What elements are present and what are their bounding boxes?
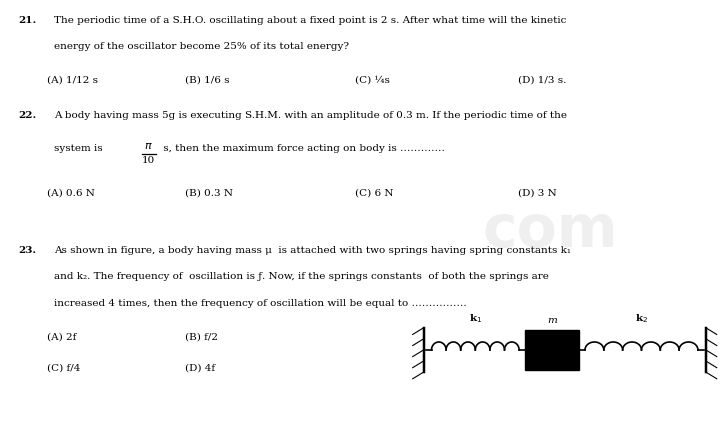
Text: (A) 1/12 s: (A) 1/12 s — [47, 75, 98, 84]
Text: s, then the maximum force acting on body is ………….: s, then the maximum force acting on body… — [160, 144, 445, 153]
Bar — [525, 330, 579, 370]
Text: k$_2$: k$_2$ — [635, 312, 648, 325]
Text: (B) 1/6 s: (B) 1/6 s — [185, 75, 229, 84]
Text: (D) 1/3 s.: (D) 1/3 s. — [518, 75, 566, 84]
Text: (C) f/4: (C) f/4 — [47, 363, 80, 372]
Text: $\pi$: $\pi$ — [144, 141, 153, 152]
Text: (C) ¼s: (C) ¼s — [355, 75, 390, 84]
Text: (D) 3 N: (D) 3 N — [518, 188, 557, 197]
Text: (A) 2f: (A) 2f — [47, 332, 77, 341]
Text: (C) 6 N: (C) 6 N — [355, 188, 393, 197]
Text: m: m — [547, 316, 557, 325]
Text: system is: system is — [54, 144, 106, 153]
Text: com: com — [482, 202, 618, 259]
Text: As shown in figure, a body having mass μ  is attached with two springs having sp: As shown in figure, a body having mass μ… — [54, 246, 571, 255]
Text: (D) 4f: (D) 4f — [185, 363, 215, 372]
Text: 21.: 21. — [18, 16, 36, 24]
Text: A body having mass 5g is executing S.H.M. with an amplitude of 0.3 m. If the per: A body having mass 5g is executing S.H.M… — [54, 111, 568, 120]
Text: k$_1$: k$_1$ — [468, 312, 482, 325]
Text: The periodic time of a S.H.O. oscillating about a fixed point is 2 s. After what: The periodic time of a S.H.O. oscillatin… — [54, 16, 567, 24]
Text: (B) 0.3 N: (B) 0.3 N — [185, 188, 232, 197]
Text: 23.: 23. — [18, 246, 36, 255]
Text: 10: 10 — [142, 156, 155, 165]
Text: (A) 0.6 N: (A) 0.6 N — [47, 188, 95, 197]
Text: and k₂. The frequency of  oscillation is ƒ. Now, if the springs constants  of bo: and k₂. The frequency of oscillation is … — [54, 272, 550, 281]
Text: (B) f/2: (B) f/2 — [185, 332, 218, 341]
Text: 22.: 22. — [18, 111, 36, 120]
Text: energy of the oscillator become 25% of its total energy?: energy of the oscillator become 25% of i… — [54, 42, 349, 51]
Text: increased 4 times, then the frequency of oscillation will be equal to …………….: increased 4 times, then the frequency of… — [54, 299, 467, 308]
